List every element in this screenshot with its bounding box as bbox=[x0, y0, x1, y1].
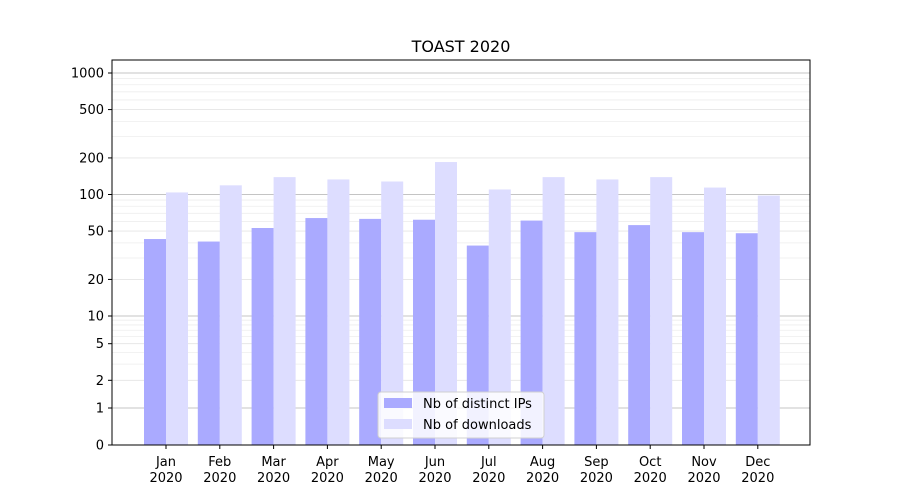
bar-downloads bbox=[596, 179, 619, 445]
x-tick-label: Jan bbox=[155, 455, 176, 470]
bar-distinct-ips bbox=[520, 220, 543, 445]
bar-distinct-ips bbox=[628, 225, 651, 445]
x-tick-label: Nov bbox=[691, 455, 717, 470]
x-tick-label: Aug bbox=[530, 455, 555, 470]
x-tick-label: 2020 bbox=[257, 471, 290, 486]
y-tick-label: 2 bbox=[96, 374, 104, 389]
x-tick-label: Sep bbox=[584, 455, 609, 470]
x-tick-label: 2020 bbox=[203, 471, 236, 486]
bar-downloads bbox=[219, 185, 242, 445]
y-tick-label: 50 bbox=[87, 225, 104, 240]
x-tick-label: 2020 bbox=[311, 471, 344, 486]
bar-distinct-ips bbox=[413, 219, 435, 445]
bar-downloads bbox=[273, 177, 296, 445]
bar-downloads bbox=[704, 187, 726, 445]
y-tick-label: 200 bbox=[79, 151, 104, 166]
chart-title: TOAST 2020 bbox=[411, 37, 511, 56]
legend: Nb of distinct IPs Nb of downloads bbox=[377, 391, 545, 439]
bar-distinct-ips bbox=[144, 239, 166, 445]
x-tick-label: Feb bbox=[208, 455, 231, 470]
bar-downloads bbox=[381, 181, 404, 445]
bar-distinct-ips bbox=[305, 218, 328, 445]
legend-box bbox=[377, 391, 545, 439]
y-tick-label: 0 bbox=[96, 439, 104, 454]
y-tick-label: 1 bbox=[96, 402, 104, 417]
bar-distinct-ips bbox=[359, 218, 382, 445]
x-tick-label: 2020 bbox=[418, 471, 451, 486]
x-tick-label: Jun bbox=[424, 455, 445, 470]
x-tick-label: 2020 bbox=[741, 471, 774, 486]
bar-downloads bbox=[166, 192, 188, 445]
bar-downloads bbox=[488, 189, 511, 445]
x-tick-label: May bbox=[368, 455, 395, 470]
y-tick-label: 1000 bbox=[71, 67, 104, 82]
legend-label: Nb of distinct IPs bbox=[423, 397, 532, 412]
bar-distinct-ips bbox=[682, 232, 704, 445]
x-tick-label: 2020 bbox=[634, 471, 667, 486]
x-tick-label: Dec bbox=[745, 455, 770, 470]
x-tick-label: Apr bbox=[316, 455, 339, 470]
bar-distinct-ips bbox=[735, 233, 758, 445]
y-tick-label: 20 bbox=[87, 273, 104, 288]
plot-frame bbox=[111, 59, 811, 446]
x-tick-label: 2020 bbox=[365, 471, 398, 486]
y-tick-label: 10 bbox=[87, 310, 104, 325]
y-tick-label: 5 bbox=[96, 337, 104, 352]
y-tick-label: 500 bbox=[79, 103, 104, 118]
x-tick-label: 2020 bbox=[687, 471, 720, 486]
bar-downloads bbox=[757, 195, 780, 445]
x-tick-label: Mar bbox=[261, 455, 286, 470]
x-tick-label: Jul bbox=[480, 455, 497, 470]
bar-distinct-ips bbox=[251, 228, 274, 445]
bar-downloads bbox=[327, 179, 350, 445]
x-tick-label: 2020 bbox=[149, 471, 182, 486]
x-tick-label: 2020 bbox=[580, 471, 613, 486]
x-tick-label: Oct bbox=[639, 455, 661, 470]
bar-distinct-ips bbox=[197, 241, 220, 445]
x-tick-label: 2020 bbox=[526, 471, 559, 486]
y-tick-label: 100 bbox=[79, 188, 104, 203]
legend-label: Nb of downloads bbox=[423, 418, 532, 433]
bar-downloads bbox=[435, 162, 457, 445]
legend-swatch bbox=[384, 398, 412, 408]
bar-downloads bbox=[650, 177, 673, 445]
bar-downloads bbox=[542, 177, 565, 445]
legend-swatch bbox=[384, 419, 412, 429]
bar-distinct-ips bbox=[574, 232, 597, 445]
x-tick-label: 2020 bbox=[472, 471, 505, 486]
